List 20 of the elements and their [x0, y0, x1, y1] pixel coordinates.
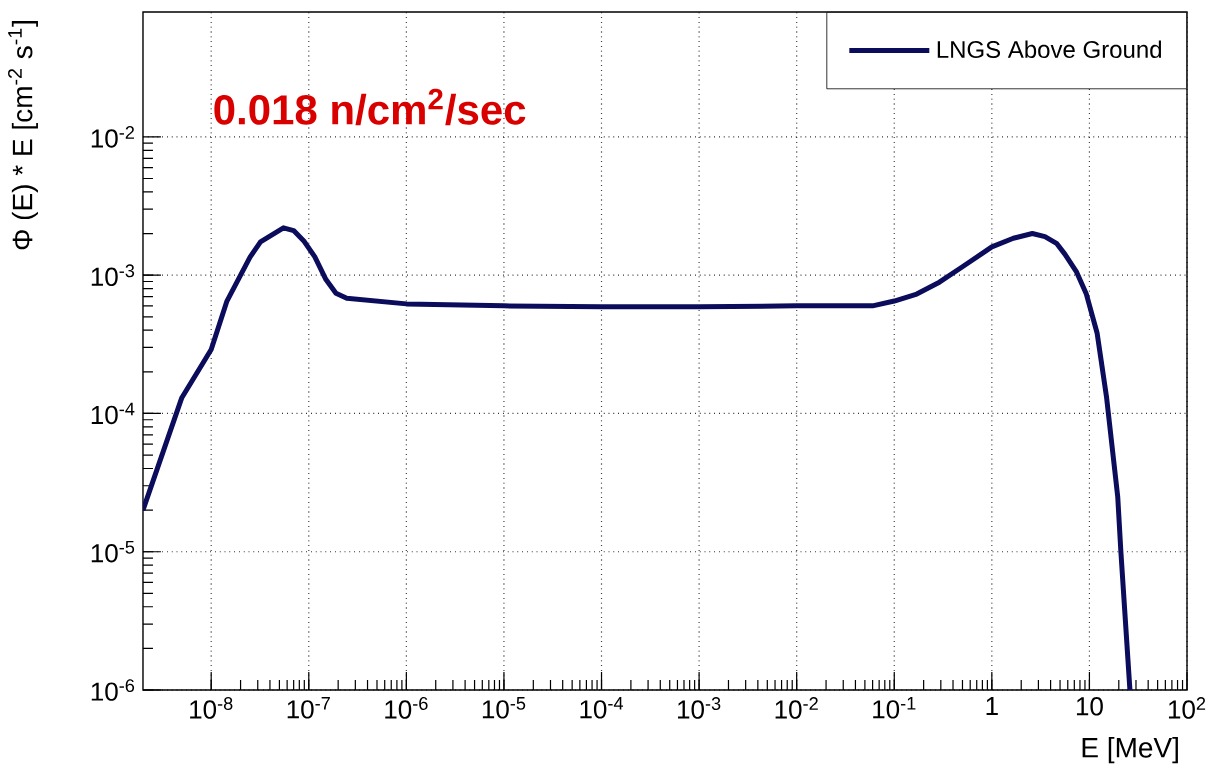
y-tick-label: 10$^{-3}$: [91, 264, 135, 286]
x-tick-label: 10$^{2}$: [1168, 697, 1206, 719]
x-tick-label: 10$^{-3}$: [678, 697, 721, 719]
x-tick-label: 1: [986, 697, 998, 715]
y-tick-label: 10$^{-4}$: [91, 402, 135, 425]
x-tick-label: 10$^{-8}$: [190, 697, 233, 719]
x-tick-label: 10$^{-7}$: [287, 697, 330, 719]
legend-label: LNGS Above Ground: [937, 40, 1162, 59]
y-axis-title: Φ (E) * E [cm$^{-2}$ s$^{-1}$]: [8, 21, 38, 250]
x-tick-label: 10$^{-6}$: [385, 697, 428, 719]
y-tick-label: 10$^{-5}$: [91, 540, 135, 563]
x-axis-title: E [MeV]: [1082, 737, 1178, 764]
y-tick-label: 10$^{-6}$: [91, 679, 135, 701]
x-tick-label: 10$^{-2}$: [775, 697, 818, 719]
x-tick-label: 10: [1076, 697, 1103, 716]
annotation: 0.018 n/cm$^{2}$/sec: [214, 88, 526, 126]
x-tick-label: 10$^{-4}$: [580, 697, 624, 719]
y-tick-label: 10$^{-2}$: [91, 126, 134, 148]
x-tick-label: 10$^{-5}$: [482, 697, 526, 719]
x-tick-label: 10$^{-1}$: [873, 697, 916, 719]
